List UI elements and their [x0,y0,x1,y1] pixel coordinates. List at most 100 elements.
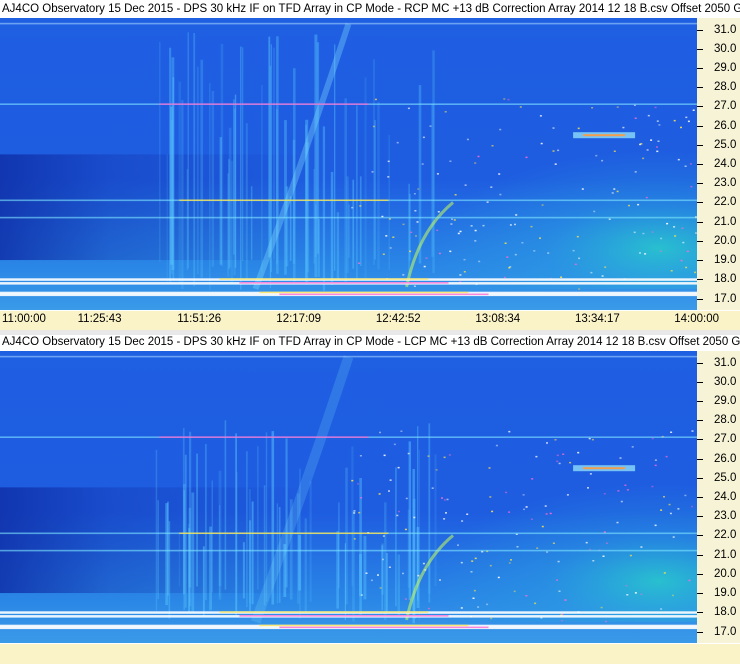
speckle [413,285,416,287]
y-tick-mark [697,221,703,223]
speckle [604,266,607,268]
speckle [673,119,676,122]
speckle [499,128,502,131]
speckle [439,579,441,581]
speckle [474,229,477,232]
y-tick-mark [697,458,703,460]
speckle [513,590,516,593]
burst-streak [289,196,292,261]
x-tick-label: 14:00:00 [674,313,719,325]
speckle [628,204,630,207]
speckle [397,466,400,469]
speckle [443,518,446,520]
burst-streak [412,498,416,620]
y-tick-label: 17.0 [714,625,737,638]
burst-streak [347,204,351,258]
speckle [544,505,547,507]
speckle [460,607,463,609]
speckle [613,150,616,152]
arc-feature [405,534,455,621]
speckle [564,599,567,601]
speckle [357,483,359,485]
speckle [477,155,480,158]
burst-streak [240,46,242,290]
burst-streak [172,77,175,281]
speckle [459,281,462,283]
speckle [552,150,555,152]
speckle [560,276,563,278]
sweep-feature [252,22,352,290]
y-tick-mark [697,202,703,204]
speckle [374,98,377,101]
speckle [443,456,446,459]
speckle [385,235,388,237]
speckle [640,546,643,548]
lcp-chart-title: AJ4CO Observatory 15 Dec 2015 - DPS 30 k… [2,336,740,348]
speckle [581,188,584,190]
speckle [651,485,654,488]
speckle [634,171,637,173]
speckle [498,173,501,175]
speckle [509,266,512,268]
interference-accent [179,532,389,534]
y-tick-mark [697,612,703,614]
speckle [525,506,528,508]
speckle [670,270,673,272]
speckle [387,160,390,163]
panel-separator [0,330,740,335]
y-tick-mark [697,298,703,300]
speckle [640,143,643,145]
speckle [383,454,386,457]
speckle [481,550,484,553]
burst-streak [233,108,236,276]
burst-streak [359,176,362,266]
y-tick-mark [697,67,703,69]
speckle [503,98,506,100]
burst-streak [268,36,271,258]
lcp-panel: AJ4CO Observatory 15 Dec 2015 - DPS 30 k… [0,333,740,664]
burst-streak [202,546,205,617]
speckle [656,120,659,122]
speckle [393,443,396,446]
y-tick-label: 20.0 [714,567,737,580]
speckle [577,127,580,130]
speckle [549,512,552,515]
burst-streak [211,480,213,593]
speckle [497,576,500,579]
speckle [620,500,623,503]
y-tick-mark [697,535,703,537]
speckle [658,124,661,126]
speckle [556,579,558,581]
rcp-chart-title: AJ4CO Observatory 15 Dec 2015 - DPS 30 k… [2,3,740,15]
speckle [611,192,614,194]
speckle [657,140,660,142]
speckle [574,263,577,266]
burst-streak [186,169,189,271]
x-tick-label: 13:08:34 [475,313,521,325]
interference-accent [219,278,429,280]
speckle [672,536,675,538]
speckle [634,117,637,119]
burst-streak [428,423,431,603]
speckle [436,229,439,232]
speckle [505,491,508,494]
speckle [405,497,408,500]
speckle [454,194,457,196]
rcp-spectrogram [0,18,697,310]
speckle [414,210,417,212]
burst-streak [200,59,204,278]
y-tick-mark [697,87,703,89]
burst-streak [344,543,346,621]
speckle [677,508,680,510]
lcp-frequency-axis: 31.0 30.0 29.0 28.0 27.0 26.0 25.0 24.0 23.0 22.0… [697,351,740,643]
speckle [382,253,385,255]
speckle [591,438,594,441]
speckle [515,533,518,535]
speckle [448,454,451,456]
interference-line [0,22,697,25]
interference-accent [239,282,449,284]
speckle [450,223,453,225]
burst-streak [384,502,387,621]
burst-streak [272,47,275,260]
y-tick-mark [697,106,703,108]
